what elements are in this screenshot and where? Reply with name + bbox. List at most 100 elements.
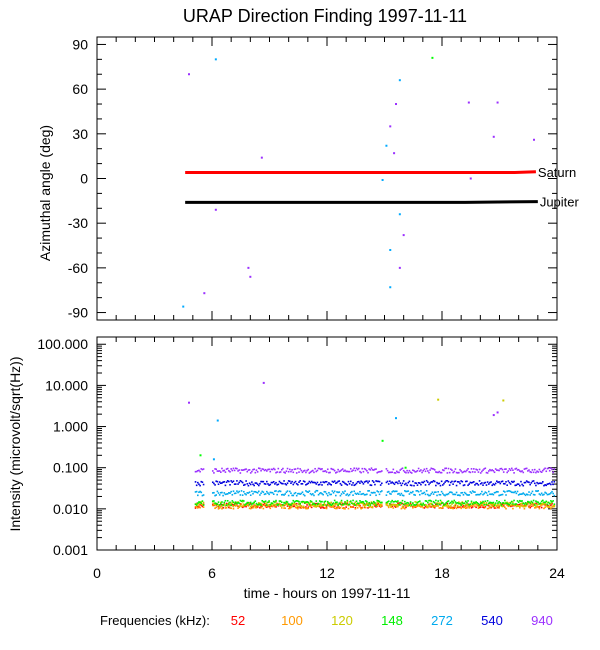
intensity-data-point [332,468,335,471]
intensity-data-point [492,505,495,508]
intensity-data-point [320,492,322,494]
intensity-data-point [387,505,390,507]
intensity-data-point [545,500,548,503]
intensity-data-point [239,494,242,496]
intensity-data-point [448,502,451,505]
intensity-outlier-point [496,411,499,414]
series-line-jupiter [185,200,538,204]
intensity-data-point [387,500,390,503]
intensity-data-point [500,493,503,496]
intensity-data-point [256,504,259,507]
intensity-data-point [443,503,445,506]
intensity-data-point [271,505,274,508]
legend-entry-100khz: 100 [281,613,303,628]
intensity-data-point [359,505,361,508]
intensity-data-point [377,500,380,502]
intensity-data-point [441,502,444,504]
intensity-data-point [445,504,448,506]
intensity-data-point [240,503,243,505]
intensity-data-point [470,501,473,504]
intensity-data-point [355,504,358,507]
intensity-data-point [201,494,204,497]
intensity-data-point [294,491,297,494]
intensity-data-point [390,482,392,484]
intensity-data-point [374,505,376,507]
legend-entry-940khz: 940 [531,613,553,628]
intensity-data-point [351,484,353,486]
intensity-data-point [241,469,244,471]
intensity-data-point [482,500,484,503]
intensity-data-point [331,506,334,508]
intensity-data-point [253,490,255,493]
intensity-data-point [391,481,393,483]
intensity-data-point [314,502,316,505]
intensity-data-point [294,503,297,506]
intensity-data-point [418,503,421,506]
intensity-data-point [272,467,275,470]
intensity-data-point [524,503,527,506]
intensity-data-point [446,502,449,505]
intensity-data-point [284,504,287,506]
intensity-data-point [443,504,445,506]
intensity-data-point [514,503,517,506]
intensity-data-point [542,503,544,506]
intensity-data-point [275,481,277,484]
intensity-data-point [282,503,284,506]
intensity-data-point [485,502,488,504]
intensity-data-point [297,507,299,510]
intensity-data-point [406,490,408,493]
intensity-data-point [338,470,341,473]
intensity-data-point [418,482,421,484]
intensity-data-point [413,469,415,472]
intensity-data-point [421,505,423,508]
intensity-data-point [401,494,404,497]
intensity-data-point [528,481,530,484]
legend-entry-272khz: 272 [431,613,453,628]
intensity-data-point [531,490,534,493]
intensity-data-point [428,494,430,497]
intensity-data-point [310,504,313,507]
intensity-data-point [233,469,236,472]
intensity-data-point [317,493,320,496]
intensity-data-point [521,470,523,472]
intensity-data-point [458,506,460,508]
intensity-data-point [320,505,322,507]
intensity-data-point [237,483,239,485]
intensity-data-point [308,490,311,492]
intensity-data-point [483,503,485,506]
intensity-outlier-point [437,398,440,401]
intensity-data-point [245,505,247,508]
intensity-data-point [333,480,336,482]
intensity-data-point [466,507,468,509]
intensity-data-point [439,502,442,505]
intensity-data-point [550,500,552,502]
intensity-data-point [333,490,336,493]
intensity-data-point [395,501,398,503]
azimuth-y-tick-label: -90 [68,305,88,321]
intensity-data-point [275,471,277,474]
intensity-data-point [547,483,550,485]
intensity-data-point [226,503,229,505]
intensity-data-point [291,503,293,505]
intensity-data-point [427,505,429,508]
intensity-data-point [325,471,328,473]
intensity-data-point [376,471,379,474]
intensity-data-point [267,505,269,507]
intensity-data-point [321,506,323,508]
intensity-data-point [309,481,312,484]
intensity-data-point [547,493,550,496]
intensity-data-point [197,481,199,484]
intensity-data-point [355,482,358,485]
intensity-data-point [335,501,337,504]
intensity-data-point [397,471,399,474]
intensity-data-point [506,501,508,504]
intensity-data-point [524,505,527,508]
intensity-data-point [229,492,231,494]
intensity-data-point [225,493,228,495]
azimuth-data-point [389,286,392,289]
intensity-data-point [519,503,521,506]
intensity-data-point [234,501,237,504]
intensity-data-point [309,505,312,508]
intensity-data-point [501,480,504,483]
